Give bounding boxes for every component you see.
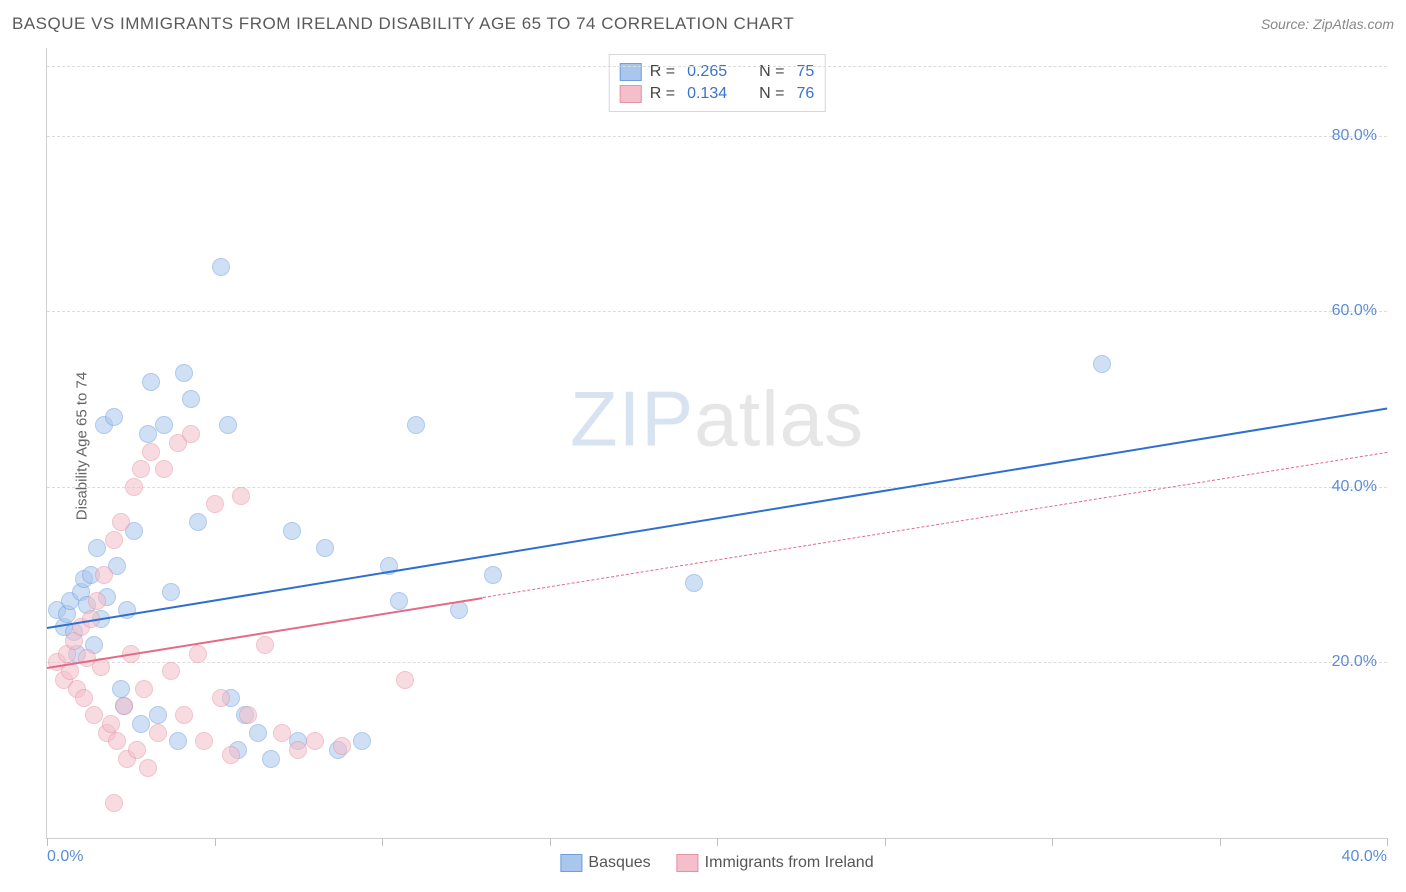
source-attribution: Source: ZipAtlas.com <box>1261 16 1394 32</box>
x-tick <box>1052 838 1053 846</box>
x-tick <box>1220 838 1221 846</box>
data-point-basques <box>407 416 425 434</box>
y-tick-label: 40.0% <box>1332 478 1377 496</box>
gridline <box>47 136 1387 137</box>
scatter-plot: ZIPatlas R =0.265 N =75 R =0.134 N =76 B… <box>46 48 1387 839</box>
y-tick-label: 80.0% <box>1332 127 1377 145</box>
legend-row-ireland: R =0.134 N =76 <box>620 83 815 105</box>
y-tick-label: 20.0% <box>1332 653 1377 671</box>
trendline <box>47 408 1387 629</box>
swatch-basques-icon <box>560 854 582 872</box>
data-point-ireland <box>88 592 106 610</box>
data-point-ireland <box>132 460 150 478</box>
data-point-ireland <box>105 794 123 812</box>
data-point-ireland <box>232 487 250 505</box>
data-point-ireland <box>256 636 274 654</box>
legend-item-basques: Basques <box>560 854 650 872</box>
gridline <box>47 662 1387 663</box>
legend-row-basques: R =0.265 N =75 <box>620 61 815 83</box>
data-point-ireland <box>115 697 133 715</box>
data-point-ireland <box>135 680 153 698</box>
data-point-ireland <box>162 662 180 680</box>
data-point-ireland <box>105 531 123 549</box>
data-point-ireland <box>333 737 351 755</box>
data-point-basques <box>169 732 187 750</box>
gridline <box>47 66 1387 67</box>
data-point-ireland <box>95 566 113 584</box>
data-point-ireland <box>112 513 130 531</box>
data-point-basques <box>105 408 123 426</box>
data-point-basques <box>685 574 703 592</box>
data-point-ireland <box>139 759 157 777</box>
data-point-ireland <box>222 746 240 764</box>
data-point-ireland <box>155 460 173 478</box>
gridline <box>47 487 1387 488</box>
data-point-basques <box>353 732 371 750</box>
data-point-basques <box>182 390 200 408</box>
data-point-basques <box>484 566 502 584</box>
data-point-ireland <box>396 671 414 689</box>
data-point-ireland <box>273 724 291 742</box>
watermark: ZIPatlas <box>570 374 864 465</box>
series-legend: Basques Immigrants from Ireland <box>560 854 873 872</box>
data-point-ireland <box>125 478 143 496</box>
data-point-ireland <box>239 706 257 724</box>
x-tick-label: 0.0% <box>47 848 83 866</box>
data-point-basques <box>162 583 180 601</box>
data-point-ireland <box>85 706 103 724</box>
data-point-basques <box>212 258 230 276</box>
data-point-ireland <box>306 732 324 750</box>
data-point-ireland <box>289 741 307 759</box>
x-tick-label: 40.0% <box>1342 848 1387 866</box>
x-tick <box>382 838 383 846</box>
data-point-basques <box>219 416 237 434</box>
data-point-ireland <box>142 443 160 461</box>
trendline <box>482 452 1387 598</box>
swatch-ireland-icon <box>677 854 699 872</box>
data-point-basques <box>132 715 150 733</box>
x-tick <box>47 838 48 846</box>
data-point-basques <box>189 513 207 531</box>
data-point-ireland <box>75 689 93 707</box>
x-tick <box>215 838 216 846</box>
data-point-ireland <box>175 706 193 724</box>
x-tick <box>717 838 718 846</box>
data-point-ireland <box>108 732 126 750</box>
chart-title: BASQUE VS IMMIGRANTS FROM IRELAND DISABI… <box>12 14 794 34</box>
data-point-ireland <box>195 732 213 750</box>
data-point-ireland <box>182 425 200 443</box>
swatch-ireland <box>620 85 642 103</box>
y-tick-label: 60.0% <box>1332 302 1377 320</box>
data-point-ireland <box>102 715 120 733</box>
data-point-ireland <box>149 724 167 742</box>
data-point-basques <box>175 364 193 382</box>
x-tick <box>550 838 551 846</box>
gridline <box>47 311 1387 312</box>
data-point-basques <box>155 416 173 434</box>
data-point-basques <box>112 680 130 698</box>
data-point-basques <box>149 706 167 724</box>
data-point-basques <box>1093 355 1111 373</box>
data-point-basques <box>142 373 160 391</box>
x-tick <box>1387 838 1388 846</box>
data-point-ireland <box>212 689 230 707</box>
data-point-ireland <box>128 741 146 759</box>
data-point-ireland <box>206 495 224 513</box>
data-point-basques <box>249 724 267 742</box>
legend-item-ireland: Immigrants from Ireland <box>677 854 874 872</box>
data-point-basques <box>139 425 157 443</box>
data-point-basques <box>316 539 334 557</box>
correlation-legend: R =0.265 N =75 R =0.134 N =76 <box>609 54 826 112</box>
data-point-ireland <box>189 645 207 663</box>
data-point-basques <box>390 592 408 610</box>
trendline <box>47 597 483 669</box>
data-point-basques <box>88 539 106 557</box>
data-point-basques <box>283 522 301 540</box>
x-tick <box>885 838 886 846</box>
data-point-basques <box>262 750 280 768</box>
